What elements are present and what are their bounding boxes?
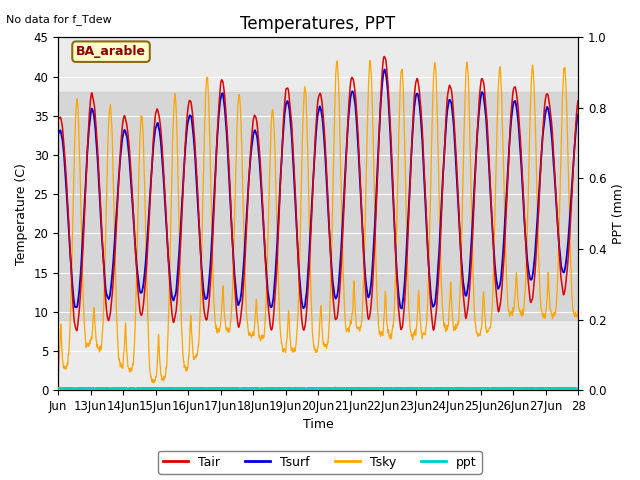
Legend: Tair, Tsurf, Tsky, ppt: Tair, Tsurf, Tsky, ppt (158, 451, 482, 474)
Line: Tair: Tair (58, 57, 578, 331)
Bar (58, 92, 578, 320)
Tsky (337, 188, 345, 194)
Text: No data for f_Tdew: No data for f_Tdew (6, 14, 112, 25)
Tair (574, 98, 582, 104)
Tsky (461, 107, 468, 113)
Line: Tsky: Tsky (58, 60, 578, 383)
Tsurf (500, 241, 508, 247)
Tair (486, 180, 494, 186)
Tair (365, 315, 373, 321)
Y-axis label: PPT (mm): PPT (mm) (612, 183, 625, 244)
Tsky (54, 369, 62, 374)
Tair (337, 263, 345, 269)
Tair (73, 328, 81, 334)
Tsurf (162, 216, 170, 221)
Tsurf (337, 248, 345, 253)
Tsky (486, 324, 494, 330)
Tsurf (486, 186, 494, 192)
Title: Temperatures, PPT: Temperatures, PPT (241, 15, 396, 33)
Tair (461, 307, 468, 312)
Tsurf (365, 293, 373, 299)
Tsurf (54, 131, 62, 137)
Tsurf (574, 111, 582, 117)
Tsky (574, 310, 582, 315)
Y-axis label: Temperature (C): Temperature (C) (15, 163, 28, 264)
Tsurf (461, 289, 468, 295)
Text: BA_arable: BA_arable (76, 45, 146, 58)
Tair (500, 260, 508, 266)
Tair (380, 54, 388, 60)
Tsky (366, 58, 374, 63)
Tsky (162, 365, 170, 371)
Tsky (500, 168, 508, 174)
Tsurf (398, 306, 406, 312)
Tair (162, 211, 170, 217)
X-axis label: Time: Time (303, 419, 333, 432)
Tsurf (381, 67, 388, 72)
Tsky (150, 380, 157, 386)
Tsky (365, 69, 373, 75)
Line: Tsurf: Tsurf (58, 70, 578, 309)
Tair (54, 116, 62, 122)
